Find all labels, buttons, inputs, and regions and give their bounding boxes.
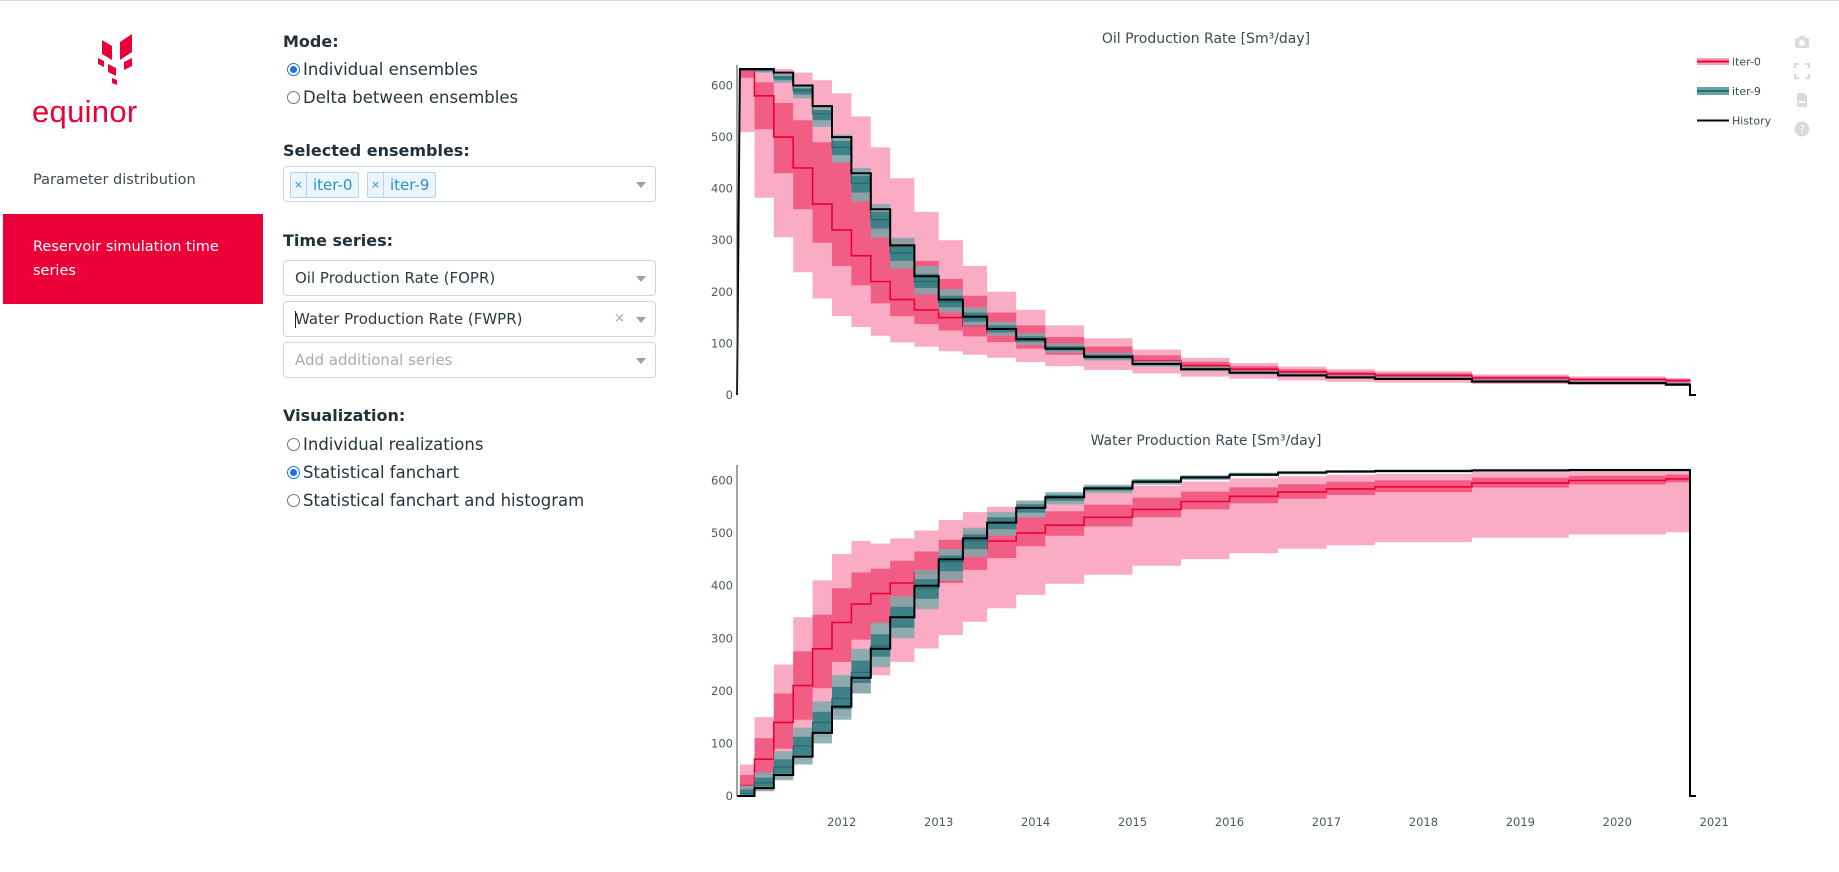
sidebar-item-reservoir-simulation[interactable]: Reservoir simulation time series — [3, 214, 263, 304]
time-series-label: Time series: — [283, 231, 394, 250]
y-tick-label: 0 — [726, 789, 733, 803]
x-tick-label: 2015 — [1118, 815, 1147, 829]
chevron-down-icon[interactable] — [636, 317, 646, 323]
chevron-down-icon[interactable] — [636, 182, 646, 188]
x-tick-label: 2014 — [1021, 815, 1050, 829]
radio-selected-icon[interactable] — [287, 62, 300, 76]
viz-option-realizations[interactable]: Individual realizations — [287, 433, 483, 455]
mode-option-individual[interactable]: Individual ensembles — [287, 58, 478, 80]
oil-production-chart: Oil Production Rate [Sm³/day] 0 100 200 300… — [711, 31, 1696, 402]
remove-tag-icon[interactable]: × — [291, 173, 307, 197]
radio-icon[interactable] — [287, 437, 300, 451]
camera-icon[interactable] — [1794, 34, 1810, 50]
radio-icon[interactable] — [287, 90, 300, 104]
y-tick-label: 0 — [726, 388, 733, 402]
equinor-star-icon — [98, 34, 132, 85]
ensemble-tag: × iter-0 — [290, 172, 360, 198]
y-tick-label: 400 — [711, 182, 733, 196]
ensembles-label: Selected ensembles: — [283, 141, 470, 160]
x-tick-label: 2016 — [1215, 815, 1244, 829]
radio-icon[interactable] — [287, 493, 300, 507]
clear-icon[interactable]: × — [614, 311, 625, 326]
equinor-logo[interactable]: equinor — [32, 28, 172, 132]
y-tick-label: 500 — [711, 526, 733, 540]
help-icon[interactable]: ? — [1794, 121, 1810, 137]
chevron-down-icon[interactable] — [636, 358, 646, 364]
x-axis: 2012 2013 2014 2015 2016 2017 2018 2019 2020 2021 — [827, 815, 1729, 829]
ensembles-multiselect[interactable]: × iter-0 × iter-9 — [283, 166, 656, 202]
water-production-chart: Water Production Rate [Sm³/day] 0 100 200 3… — [711, 433, 1729, 829]
time-series-add-select[interactable]: Add additional series — [283, 342, 656, 378]
chevron-down-icon[interactable] — [636, 276, 646, 282]
x-tick-label: 2017 — [1312, 815, 1341, 829]
legend[interactable]: iter-0 iter-9 History — [1697, 56, 1772, 128]
chart-title: Water Production Rate [Sm³/day] — [1091, 433, 1322, 449]
chart-bands — [737, 468, 1696, 797]
y-tick-label: 200 — [711, 684, 733, 698]
y-tick-label: 600 — [711, 78, 733, 92]
controls-panel: Mode: Individual ensembles Delta between… — [283, 0, 659, 872]
chart-modebar: ? — [1794, 34, 1814, 150]
x-tick-label: 2013 — [924, 815, 953, 829]
svg-text:?: ? — [1799, 123, 1805, 136]
remove-tag-icon[interactable]: × — [368, 173, 384, 197]
charts-svg[interactable]: Oil Production Rate [Sm³/day] 0 100 200 300… — [680, 0, 1839, 872]
y-tick-label: 100 — [711, 336, 733, 350]
y-axis: 0 100 200 300 400 500 600 — [711, 65, 738, 402]
y-tick-label: 500 — [711, 130, 733, 144]
chart-title: Oil Production Rate [Sm³/day] — [1102, 31, 1310, 47]
history-line — [736, 68, 1696, 396]
iter-9-inner-band — [739, 69, 1690, 385]
viz-option-fanchart-histogram[interactable]: Statistical fanchart and histogram — [287, 489, 584, 511]
y-tick-label: 300 — [711, 631, 733, 645]
x-tick-label: 2020 — [1603, 815, 1632, 829]
iter-9-band — [739, 468, 1690, 796]
time-series-select-oil[interactable]: Oil Production Rate (FOPR) — [283, 260, 656, 296]
history-line — [737, 469, 1696, 797]
legend-label[interactable]: iter-9 — [1732, 85, 1761, 98]
y-tick-label: 600 — [711, 474, 733, 488]
y-tick-label: 400 — [711, 579, 733, 593]
y-tick-label: 300 — [711, 233, 733, 247]
visualization-label: Visualization: — [283, 406, 406, 425]
iter-0-mean-line — [739, 478, 1690, 787]
chart-bands — [736, 68, 1696, 396]
x-tick-label: 2012 — [827, 815, 856, 829]
download-icon[interactable] — [1794, 92, 1810, 108]
text-cursor — [295, 311, 296, 328]
sidebar-item-parameter-distribution[interactable]: Parameter distribution — [33, 172, 196, 188]
top-border — [0, 0, 1839, 1]
legend-label[interactable]: iter-0 — [1732, 56, 1761, 69]
x-tick-label: 2019 — [1506, 815, 1535, 829]
fullscreen-icon[interactable] — [1794, 63, 1810, 79]
y-tick-label: 100 — [711, 736, 733, 750]
y-tick-label: 200 — [711, 285, 733, 299]
legend-label[interactable]: History — [1732, 115, 1772, 128]
x-tick-label: 2021 — [1700, 815, 1729, 829]
brand-name: equinor — [32, 94, 138, 129]
mode-option-delta[interactable]: Delta between ensembles — [287, 86, 518, 108]
iter-0-inner-band — [739, 69, 1690, 383]
charts-area: Oil Production Rate [Sm³/day] 0 100 200 300… — [680, 0, 1839, 872]
radio-selected-icon[interactable] — [287, 465, 300, 479]
y-axis: 0 100 200 300 400 500 600 — [711, 465, 738, 803]
ensemble-tag: × iter-9 — [367, 172, 437, 198]
sidebar: equinor Parameter distribution Reservoir… — [0, 0, 264, 872]
viz-option-fanchart[interactable]: Statistical fanchart — [287, 461, 459, 483]
x-tick-label: 2018 — [1409, 815, 1438, 829]
time-series-select-water[interactable]: Water Production Rate (FWPR) × — [283, 301, 656, 337]
mode-label: Mode: — [283, 32, 339, 51]
